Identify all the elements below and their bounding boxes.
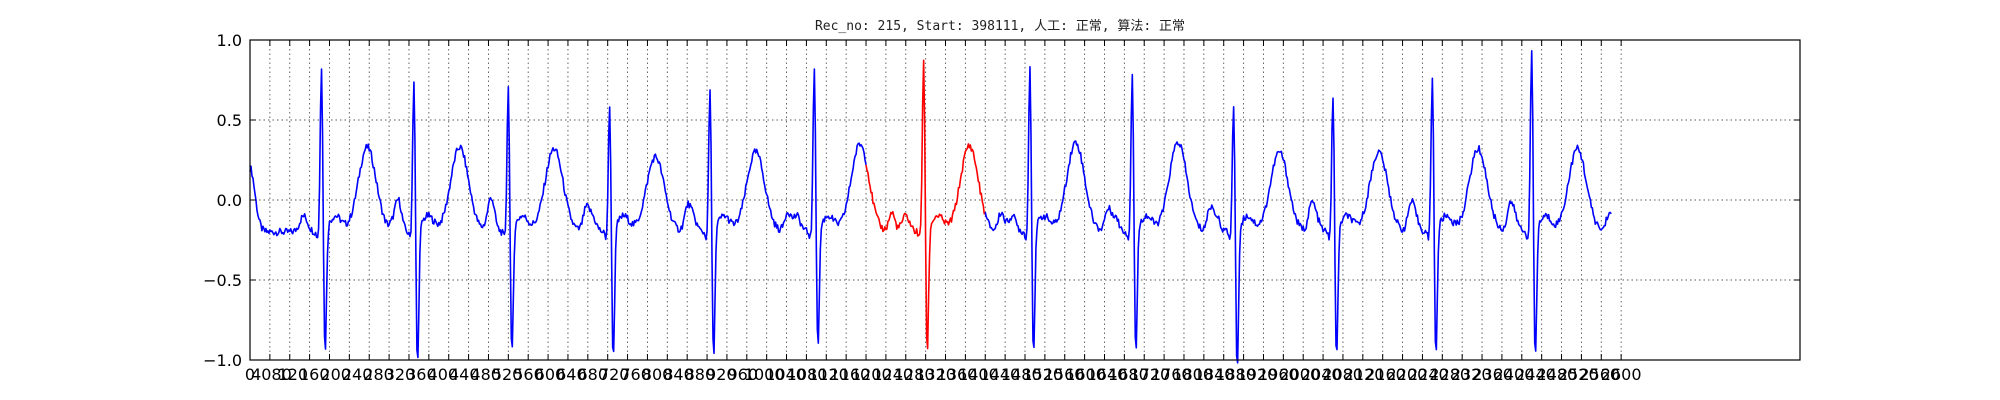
x-tick-label: 1200: [851, 365, 892, 384]
x-tick-label: 2560: [1579, 365, 1620, 384]
x-tick-label: 1400: [958, 365, 999, 384]
x-tick-label: 1320: [915, 365, 956, 384]
x-tick-label: 2480: [1537, 365, 1578, 384]
x-tick-label: 1720: [1129, 365, 1170, 384]
x-tick-label: 1800: [1172, 365, 1213, 384]
x-tick-label: 920: [706, 365, 737, 384]
x-tick-label: 2360: [1472, 365, 1513, 384]
x-tick-label: 2240: [1408, 365, 1449, 384]
x-tick-label: 1880: [1215, 365, 1256, 384]
x-tick-label: 480: [470, 365, 501, 384]
x-tick-label: 1600: [1065, 365, 1106, 384]
x-tick-label: 360: [406, 365, 437, 384]
x-tick-label: 1080: [787, 365, 828, 384]
x-tick-label: 800: [642, 365, 673, 384]
grid-layer: [250, 40, 1800, 360]
x-tick-label: 1360: [937, 365, 978, 384]
x-tick-label: 1840: [1194, 365, 1235, 384]
ecg-trace-segment: [865, 59, 986, 350]
x-tick-label: 1760: [1151, 365, 1192, 384]
x-tick-label: 640: [556, 365, 587, 384]
x-tick-label: 2120: [1344, 365, 1385, 384]
ecg-trace-segment: [984, 49, 1612, 364]
x-tick-label: 2040: [1301, 365, 1342, 384]
x-tick-label: 2200: [1387, 365, 1428, 384]
x-tick-label: 1920: [1237, 365, 1278, 384]
y-tick-label: 1.0: [217, 31, 242, 50]
x-tick-label: 560: [513, 365, 544, 384]
x-tick-label: 2600: [1601, 365, 1642, 384]
x-tick-label: 2080: [1322, 365, 1363, 384]
x-tick-label: 400: [428, 365, 459, 384]
x-tick-label: 1480: [1001, 365, 1042, 384]
x-tick-label: 1240: [872, 365, 913, 384]
x-tick-label: 2320: [1451, 365, 1492, 384]
x-tick-label: 1280: [894, 365, 935, 384]
x-tick-label: 320: [385, 365, 416, 384]
x-tick-label: 240: [342, 365, 373, 384]
y-tick-label: −0.5: [203, 271, 242, 290]
x-tick-label: 760: [620, 365, 651, 384]
x-tick-label: 120: [278, 365, 309, 384]
x-tick-label: 1960: [1258, 365, 1299, 384]
x-tick-label: 1680: [1108, 365, 1149, 384]
x-tick-label: 840: [663, 365, 694, 384]
x-tick-label: 1000: [744, 365, 785, 384]
y-tick-label: −1.0: [203, 351, 242, 370]
x-tick-label: 280: [363, 365, 394, 384]
x-tick-label: 2160: [1365, 365, 1406, 384]
x-tick-label: 2440: [1515, 365, 1556, 384]
ecg-trace-segment: [249, 68, 867, 359]
x-tick-label: 2000: [1279, 365, 1320, 384]
x-tick-label: 440: [449, 365, 480, 384]
chart-title: Rec_no: 215, Start: 398111, 人工: 正常, 算法: …: [815, 19, 1185, 34]
x-tick-label: 2520: [1558, 365, 1599, 384]
x-tick-label: 880: [685, 365, 716, 384]
x-tick-label: 960: [727, 365, 758, 384]
x-tick-label: 1520: [1022, 365, 1063, 384]
x-tick-label: 0: [245, 365, 255, 384]
x-tick-label: 720: [599, 365, 630, 384]
x-tick-label: 4080: [251, 365, 292, 384]
y-tick-label: 0.5: [217, 111, 242, 130]
x-tick-label: 680: [578, 365, 609, 384]
series-layer: [249, 44, 1612, 364]
x-tick-label: 1120: [808, 365, 849, 384]
y-tick-label: 0.0: [217, 191, 242, 210]
x-tick-label: 2400: [1494, 365, 1535, 384]
x-tick-label: 520: [492, 365, 523, 384]
x-tick-label: 600: [535, 365, 566, 384]
x-axis: 0408012016020024028032036040044048052056…: [245, 40, 1642, 384]
x-tick-label: 1560: [1044, 365, 1085, 384]
x-tick-label: 2280: [1429, 365, 1470, 384]
y-axis: 1.0 0.5 0.0 −0.5 −1.0: [203, 31, 1800, 370]
x-tick-label: 200: [320, 365, 351, 384]
x-tick-label: 1640: [1087, 365, 1128, 384]
x-tick-label: 1160: [830, 365, 871, 384]
x-tick-label: 1440: [979, 365, 1020, 384]
x-tick-label: 1040: [765, 365, 806, 384]
x-tick-label: 160: [299, 365, 330, 384]
plot-frame: [249, 39, 1801, 361]
